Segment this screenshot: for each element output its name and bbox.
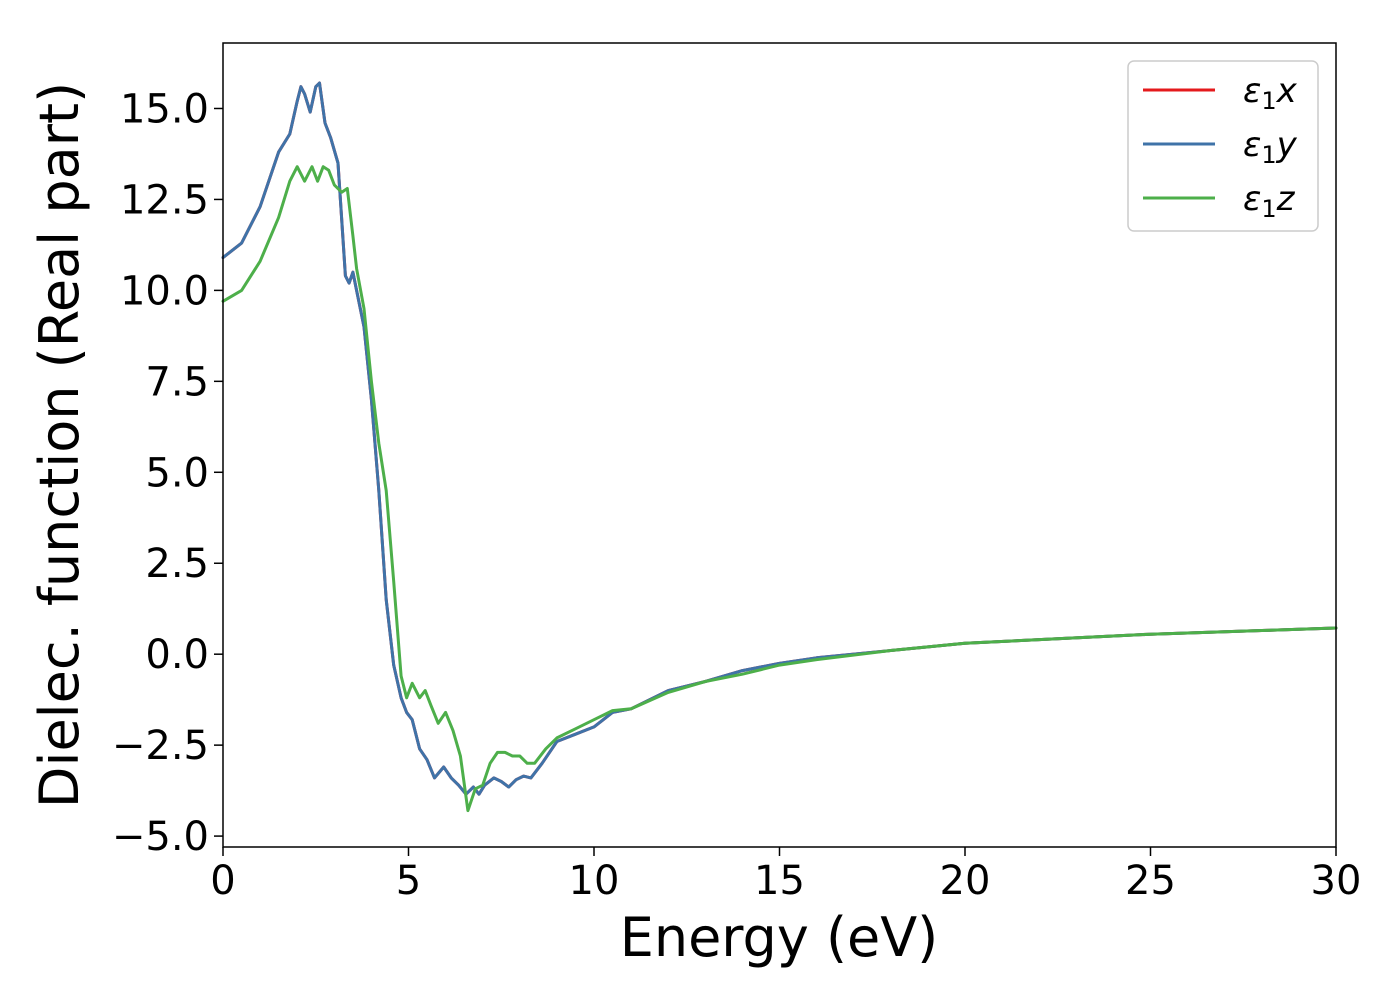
y-tick-label: −5.0 — [112, 814, 209, 860]
y-tick-label: 7.5 — [145, 359, 209, 405]
x-tick-label: 5 — [396, 858, 421, 904]
y-tick-label: 10.0 — [120, 268, 209, 314]
x-tick-label: 10 — [569, 858, 620, 904]
x-axis-label: Energy (eV) — [620, 906, 939, 969]
x-tick-label: 0 — [210, 858, 235, 904]
legend-box — [1127, 60, 1319, 232]
y-axis-label: Dielec. function (Real part) — [28, 82, 91, 808]
y-tick-label: 0.0 — [145, 632, 209, 678]
y-tick-label: 2.5 — [145, 541, 209, 587]
y-tick-label: 15.0 — [120, 86, 209, 132]
x-tick-label: 15 — [754, 858, 805, 904]
x-axis-ticks: 0 5 10 15 20 25 30 — [210, 847, 1361, 904]
series-layer — [221, 81, 1338, 813]
series-line-z — [221, 165, 1338, 813]
y-axis-ticks: −5.0 −2.5 0.0 2.5 5.0 7.5 10.0 12.5 15.0 — [112, 86, 223, 860]
x-tick-label: 30 — [1311, 858, 1362, 904]
legend-label-z: ε1z — [1243, 179, 1296, 223]
y-tick-label: 5.0 — [145, 450, 209, 496]
x-tick-label: 20 — [940, 858, 991, 904]
y-tick-label: 12.5 — [120, 177, 209, 223]
x-tick-label: 25 — [1125, 858, 1176, 904]
y-tick-label: −2.5 — [112, 723, 209, 769]
